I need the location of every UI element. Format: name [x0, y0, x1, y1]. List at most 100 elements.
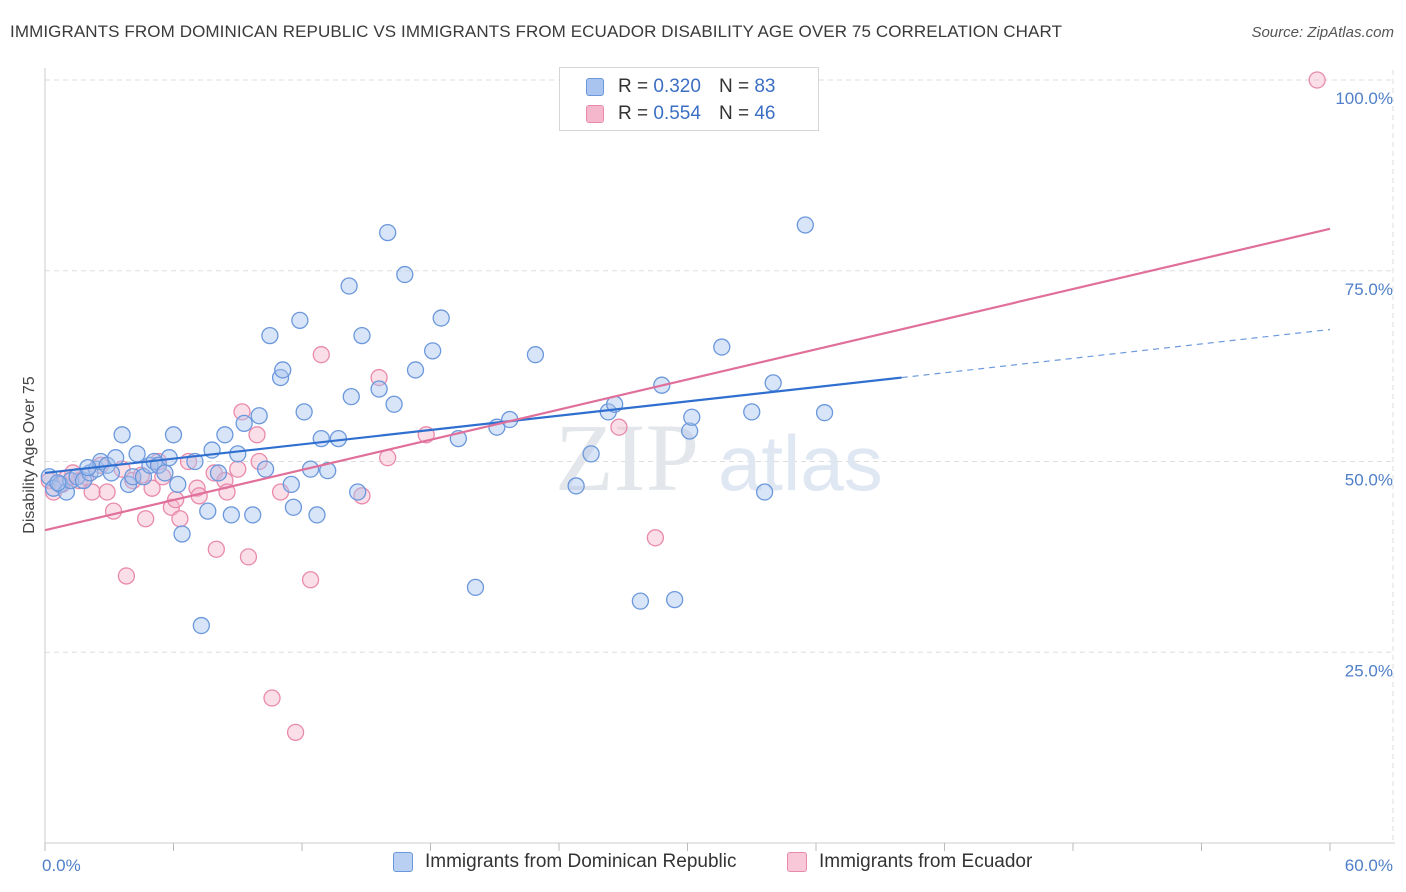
legend-swatch-pink — [586, 105, 604, 123]
dominican-point — [582, 445, 600, 463]
ecuador-point — [137, 510, 155, 528]
dominican-point — [256, 460, 275, 478]
legend-r-value: 0.554 — [653, 103, 701, 124]
dominican-point — [406, 361, 425, 379]
dominican-point — [291, 311, 309, 329]
dominican-point — [164, 426, 183, 444]
chart-source: Source: ZipAtlas.com — [1251, 24, 1394, 41]
dominican-point — [379, 223, 397, 242]
dominican-point — [235, 414, 253, 433]
dominican-point — [295, 403, 313, 421]
axes — [44, 68, 1395, 851]
trend-line-dominican-extension — [901, 328, 1331, 379]
ecuador-point — [610, 418, 628, 436]
legend-r-label: R = — [618, 76, 649, 97]
ecuador-point — [312, 346, 330, 364]
legend-swatch-blue — [393, 852, 413, 872]
legend-swatch-pink — [787, 852, 807, 872]
legend-label-dominican: Immigrants from Dominican Republic — [425, 851, 737, 872]
dominican-point — [113, 426, 131, 444]
dominican-point — [156, 464, 174, 482]
y-axis-label: Disability Age Over 75 — [21, 376, 38, 534]
series-dominican-points — [40, 216, 834, 635]
dominican-point — [353, 326, 371, 345]
y-tick-label: 25.0% — [1345, 661, 1393, 680]
y-tick-labels: 25.0% 50.0% 75.0% 100.0% — [1335, 89, 1393, 680]
dominican-point — [319, 462, 337, 480]
dominican-point — [680, 422, 699, 440]
ecuador-point — [98, 483, 116, 501]
legend-swatch-blue — [586, 78, 604, 96]
chart-title: IMMIGRANTS FROM DOMINICAN REPUBLIC VS IM… — [10, 22, 1063, 41]
legend-r-value: 0.320 — [653, 76, 701, 97]
trend-lines — [44, 227, 1331, 532]
legend-item-ecuador: Immigrants from Ecuador — [787, 851, 1032, 873]
ecuador-point — [263, 689, 281, 707]
series-legend: Immigrants from Dominican Republic Immig… — [0, 851, 1406, 877]
watermark-atlas: atlas — [718, 419, 883, 507]
y-tick-label: 50.0% — [1345, 471, 1393, 490]
dominican-point — [396, 265, 414, 284]
ecuador-point — [1308, 71, 1326, 89]
ecuador-point — [248, 426, 266, 444]
dominican-point — [349, 483, 367, 501]
dominican-point — [128, 445, 146, 463]
x-tick-label: 0.0% — [42, 856, 81, 875]
y-tick-label: 100.0% — [1335, 89, 1393, 108]
ecuador-point — [301, 571, 320, 589]
legend-n-value: 46 — [754, 103, 776, 124]
x-tick-labels: 0.0% 60.0% — [42, 856, 1393, 875]
dominican-point — [423, 342, 442, 360]
dominican-point — [308, 506, 326, 524]
dominican-point — [567, 477, 585, 495]
dominican-point — [274, 361, 292, 379]
legend-label-ecuador: Immigrants from Ecuador — [819, 851, 1033, 872]
ecuador-point — [143, 479, 161, 497]
series-ecuador-points — [40, 71, 1326, 742]
dominican-point — [192, 616, 210, 635]
trend-line-ecuador — [44, 227, 1331, 532]
legend-item-dominican: Immigrants from Dominican Republic — [393, 851, 737, 873]
dominican-point — [312, 429, 330, 448]
legend-row-ecuador: R = 0.554 N = 46 — [586, 101, 775, 127]
dominican-point — [261, 326, 279, 345]
dominican-point — [342, 387, 360, 406]
dominican-point — [370, 380, 388, 398]
ecuador-point — [117, 567, 136, 585]
dominican-point — [216, 426, 234, 444]
legend-r-label: R = — [618, 103, 649, 124]
y-tick-label: 75.0% — [1345, 280, 1393, 299]
dominican-point — [815, 404, 834, 422]
dominican-point — [209, 464, 228, 482]
watermark-zip: ZIP — [555, 404, 699, 511]
correlation-legend: R = 0.320 N = 83 R = 0.554 N = 46 — [559, 67, 819, 131]
dominican-point — [222, 506, 240, 524]
dominican-point — [102, 464, 121, 482]
dominican-point — [284, 498, 303, 516]
legend-n-label: N = — [718, 76, 750, 97]
dominican-point — [631, 592, 650, 610]
watermark: ZIP atlas — [555, 404, 883, 511]
legend-row-dominican: R = 0.320 N = 83 — [586, 74, 775, 100]
dominican-point — [466, 578, 485, 597]
ecuador-point — [207, 540, 225, 558]
trend-line-dominican — [44, 376, 902, 475]
dominican-point — [250, 407, 268, 425]
dominican-point — [340, 277, 358, 295]
dominican-point — [169, 475, 187, 494]
ecuador-point — [104, 502, 123, 520]
dominican-point — [199, 502, 217, 520]
legend-n-value: 83 — [754, 76, 776, 97]
dominican-point — [713, 338, 731, 356]
dominican-point — [385, 395, 403, 413]
dominican-point — [796, 216, 814, 234]
dominican-point — [666, 590, 684, 609]
dominican-point — [107, 449, 125, 467]
dominican-point — [229, 445, 247, 463]
legend-n-label: N = — [718, 103, 750, 124]
ecuador-point — [239, 548, 258, 566]
x-tick-label: 60.0% — [1345, 856, 1393, 875]
dominican-point — [173, 525, 191, 543]
ecuador-point — [229, 460, 247, 478]
dominican-point — [764, 374, 782, 392]
